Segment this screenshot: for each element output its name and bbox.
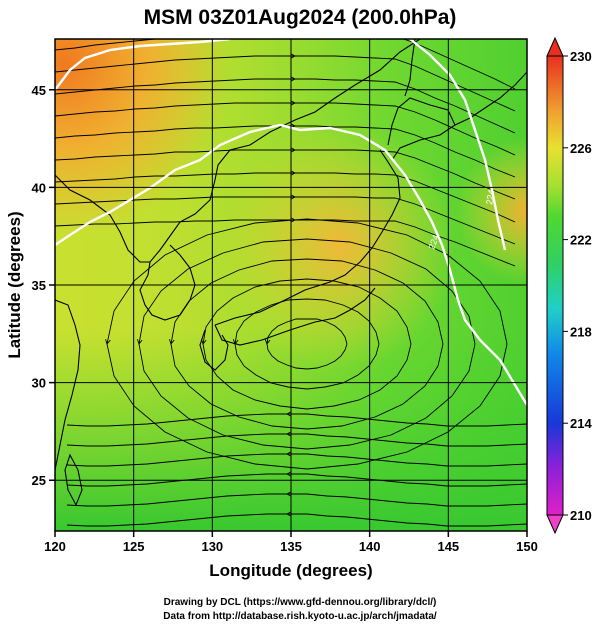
streamline-arrow xyxy=(291,30,295,35)
colorbar-tick-label: 226 xyxy=(570,141,592,156)
colorbar-tick-label: 210 xyxy=(570,508,592,523)
streamline xyxy=(55,78,516,134)
x-tick-label: 130 xyxy=(201,539,223,554)
x-tick-label: 125 xyxy=(123,539,145,554)
coastline-japan-south xyxy=(214,287,376,346)
colorbar-tick-label: 214 xyxy=(570,416,592,431)
colorbar-tick-label: 222 xyxy=(570,233,592,248)
coastline-sakhalin xyxy=(404,39,416,97)
streamline xyxy=(55,39,516,90)
y-tick-label: 45 xyxy=(32,83,46,98)
streamline xyxy=(66,453,527,467)
streamline xyxy=(55,149,516,200)
streamline xyxy=(55,55,516,112)
streamline xyxy=(66,473,527,487)
y-axis: 25 30 35 40 45 xyxy=(32,83,55,488)
coastline-asia xyxy=(55,39,421,263)
x-tick-label: 120 xyxy=(44,539,66,554)
streamline-arrow xyxy=(286,451,292,457)
streamline xyxy=(55,102,516,156)
streamline xyxy=(66,493,527,507)
x-tick-label: 135 xyxy=(280,539,302,554)
streamline-arrow xyxy=(200,339,207,345)
x-tick-label: 145 xyxy=(437,539,459,554)
streamline-arrow xyxy=(264,339,271,345)
x-tick-label: 150 xyxy=(516,539,538,554)
streamline-arrow xyxy=(286,511,292,517)
plot-area: 224 224 xyxy=(55,30,527,531)
coastline-kuril xyxy=(454,71,527,126)
streamline xyxy=(55,172,516,223)
x-axis-label: Longitude (degrees) xyxy=(209,561,372,580)
streamline-arrow xyxy=(286,411,292,417)
streamline-arrow xyxy=(168,339,175,345)
colorbar-ticks: 230 226 222 218 214 210 xyxy=(563,49,592,523)
contour-label-2: 224 xyxy=(484,189,496,206)
colorbar-gradient xyxy=(546,55,564,516)
y-tick-label: 25 xyxy=(32,473,46,488)
coastline-japan-honshu xyxy=(214,149,401,326)
credit-line-2: Data from http://database.rish.kyoto-u.a… xyxy=(163,611,437,622)
streamline-arrow xyxy=(290,76,296,82)
colorbar-max-arrow xyxy=(546,36,564,57)
contour-224-northwest xyxy=(55,39,231,91)
streamline xyxy=(66,433,527,447)
coastline-china-east xyxy=(55,299,81,471)
x-axis: 120 125 130 135 140 145 150 xyxy=(44,531,538,554)
coastline-kyushu xyxy=(199,329,229,371)
y-tick-label: 40 xyxy=(32,180,46,195)
contour-label-1: 224 xyxy=(426,233,441,251)
coastline-korea xyxy=(139,244,196,321)
y-tick-label: 35 xyxy=(32,278,46,293)
streamline-arrow xyxy=(290,53,296,59)
x-tick-label: 140 xyxy=(359,539,381,554)
colorbar: 230 226 222 218 214 210 xyxy=(546,36,592,535)
streamline-arrow xyxy=(286,491,292,497)
streamline-arrow xyxy=(290,194,296,200)
chart-title: MSM 03Z01Aug2024 (200.0hPa) xyxy=(144,6,457,29)
contour-224-northeast xyxy=(409,39,507,251)
streamline-arrow xyxy=(290,100,296,106)
streamline-arrow xyxy=(136,339,143,345)
colorbar-tick-label: 230 xyxy=(570,49,592,64)
y-axis-label: Latitude (degrees) xyxy=(5,211,24,358)
streamline-arrow xyxy=(286,471,292,477)
streamline xyxy=(66,413,527,427)
streamline xyxy=(66,513,527,527)
streamline-arrow xyxy=(290,170,296,176)
colorbar-tick-label: 218 xyxy=(570,324,592,339)
streamline-arrow xyxy=(286,431,292,437)
streamline-arrow xyxy=(290,147,296,153)
grid-lines xyxy=(55,39,527,531)
credit-line-1: Drawing by DCL (https://www.gfd-dennou.o… xyxy=(164,597,437,608)
colorbar-min-arrow xyxy=(546,514,564,535)
streamline-arrow xyxy=(232,339,239,345)
y-tick-label: 30 xyxy=(32,376,46,391)
streamline-arrow xyxy=(105,339,111,345)
